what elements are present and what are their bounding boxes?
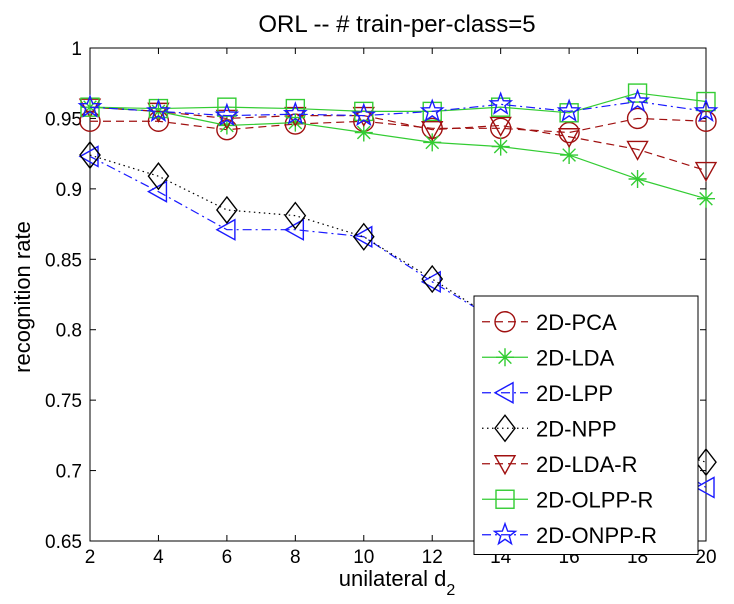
data-point bbox=[626, 107, 649, 130]
legend-label: 2D-LDA-R bbox=[536, 452, 637, 477]
legend-marker bbox=[496, 348, 514, 367]
x-tick-label: 8 bbox=[290, 547, 301, 568]
y-tick-label: 0.95 bbox=[45, 109, 82, 130]
y-axis-label: recognition rate bbox=[10, 221, 35, 373]
data-point bbox=[488, 91, 514, 115]
data-point bbox=[695, 110, 717, 132]
y-tick-label: 1 bbox=[71, 39, 82, 60]
data-point bbox=[419, 98, 445, 122]
data-point bbox=[215, 218, 236, 241]
data-point bbox=[214, 102, 240, 127]
legend-item: 2D-PCA bbox=[482, 310, 617, 335]
data-point bbox=[625, 88, 650, 113]
data-point bbox=[489, 116, 512, 137]
data-point bbox=[559, 103, 579, 123]
legend-label: 2D-PCA bbox=[536, 310, 617, 335]
data-point bbox=[697, 189, 715, 208]
plot-frame bbox=[89, 47, 707, 542]
data-point bbox=[78, 145, 99, 168]
data-point bbox=[423, 133, 442, 152]
data-point bbox=[283, 218, 305, 241]
chart-title: ORL -- # train-per-class=5 bbox=[258, 11, 535, 38]
data-point bbox=[693, 98, 719, 122]
x-axis-label-subscript: 2 bbox=[446, 582, 455, 599]
data-point bbox=[351, 102, 377, 127]
series-2d-olpp-r bbox=[80, 83, 716, 123]
data-point bbox=[282, 101, 308, 125]
data-point bbox=[558, 121, 580, 144]
series-line bbox=[90, 117, 707, 134]
y-tick-label: 0.75 bbox=[45, 391, 82, 412]
x-tick-label: 2 bbox=[85, 547, 96, 568]
data-point bbox=[694, 476, 715, 499]
data-point bbox=[421, 264, 444, 294]
legend-box bbox=[473, 295, 699, 555]
y-tick-label: 0.85 bbox=[45, 250, 82, 271]
y-tick-label: 0.65 bbox=[45, 532, 82, 553]
series-2d-onpp-r bbox=[77, 88, 719, 127]
y-tick-label: 0.8 bbox=[56, 321, 82, 342]
data-point bbox=[694, 161, 718, 182]
legend-marker bbox=[492, 521, 518, 546]
legend-label: 2D-LDA bbox=[536, 345, 615, 370]
series-2d-lda bbox=[81, 98, 715, 208]
data-point bbox=[77, 94, 103, 118]
x-tick-label: 4 bbox=[153, 547, 164, 568]
series-2d-npp bbox=[79, 140, 717, 477]
data-point bbox=[147, 180, 168, 203]
y-tick-label: 0.7 bbox=[56, 462, 82, 483]
legend-item: 2D-ONPP-R bbox=[482, 521, 657, 548]
data-point bbox=[354, 123, 373, 142]
legend-marker bbox=[495, 489, 515, 509]
data-point bbox=[352, 106, 375, 128]
x-tick-label: 12 bbox=[422, 547, 443, 568]
series-line bbox=[89, 92, 707, 114]
data-point bbox=[286, 113, 305, 132]
legend-label: 2D-NPP bbox=[536, 416, 617, 441]
legend-item: 2D-OLPP-R bbox=[482, 487, 653, 512]
series-line bbox=[89, 106, 707, 200]
legend-marker bbox=[493, 381, 514, 404]
data-point bbox=[421, 120, 444, 142]
legend-marker bbox=[494, 414, 516, 443]
data-point bbox=[285, 98, 306, 119]
data-point bbox=[146, 98, 171, 122]
data-point bbox=[217, 116, 236, 135]
legend-item: 2D-LPP bbox=[482, 381, 613, 406]
x-tick-label: 6 bbox=[222, 547, 233, 568]
x-axis-label-text: unilateral d bbox=[339, 566, 447, 591]
legend-item: 2D-LDA bbox=[482, 345, 615, 370]
series-line bbox=[89, 100, 707, 117]
data-point bbox=[627, 83, 648, 103]
data-point bbox=[216, 195, 238, 225]
legend-label: 2D-LPP bbox=[536, 381, 613, 406]
data-point bbox=[626, 140, 649, 161]
x-tick-label: 20 bbox=[695, 547, 716, 568]
x-axis-label: unilateral d2 bbox=[339, 566, 456, 599]
legend-label: 2D-OLPP-R bbox=[536, 487, 653, 512]
data-point bbox=[491, 137, 510, 156]
data-point bbox=[556, 98, 582, 122]
plot-area: 2 4 6 8 10 12 14 16 18 200.650.70.750.80.850.90.9… bbox=[45, 39, 719, 568]
data-point bbox=[557, 128, 581, 149]
data-point bbox=[490, 97, 511, 117]
data-point bbox=[284, 201, 307, 230]
data-point bbox=[352, 225, 373, 248]
legend-marker bbox=[494, 311, 516, 333]
data-point bbox=[560, 146, 579, 165]
data-point bbox=[696, 91, 716, 112]
x-tick-label: 10 bbox=[353, 547, 374, 568]
legend-item: 2D-NPP bbox=[482, 414, 617, 443]
data-point bbox=[352, 222, 375, 251]
legend-label: 2D-ONPP-R bbox=[536, 523, 657, 548]
y-tick-label: 0.9 bbox=[56, 180, 82, 201]
legend-item: 2D-LDA-R bbox=[482, 452, 637, 477]
data-point bbox=[695, 447, 717, 477]
data-point bbox=[79, 140, 101, 170]
legend: 2D-PCA 2D-LDA 2D-LPP 2D-NPP 2D-LDA-R 2D-OLPP-… bbox=[473, 295, 699, 555]
legend-marker bbox=[493, 455, 517, 476]
data-point bbox=[147, 162, 170, 191]
data-point bbox=[628, 169, 647, 188]
